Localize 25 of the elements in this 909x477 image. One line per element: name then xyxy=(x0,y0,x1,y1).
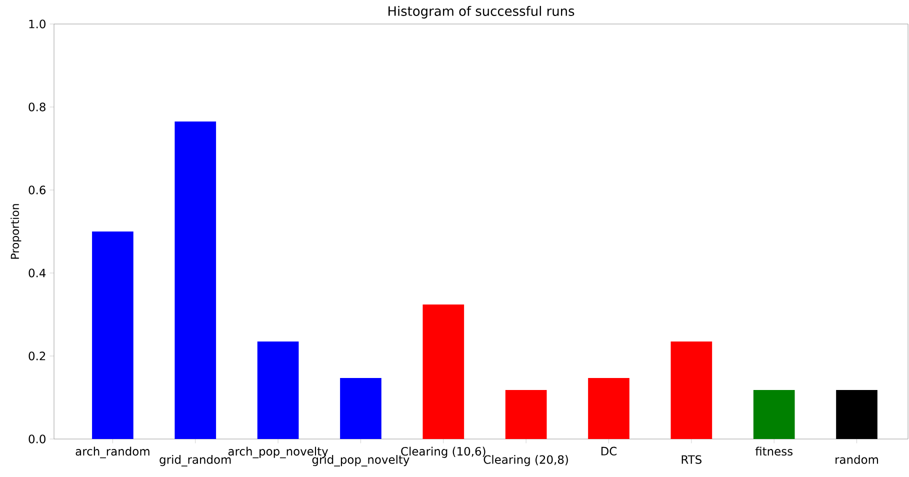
bar xyxy=(174,122,216,439)
y-tick-label: 1.0 xyxy=(29,20,46,28)
x-tick-label: RTS xyxy=(682,455,702,464)
x-tick-label: arch_random xyxy=(76,446,150,458)
x-tick-label: grid_random xyxy=(160,455,231,466)
bar xyxy=(422,304,464,439)
y-axis-title: Proportion xyxy=(10,204,22,259)
y-tick-label: 0.6 xyxy=(28,186,46,194)
bar xyxy=(92,231,134,439)
x-tick-label: DC xyxy=(601,446,617,456)
chart-title: Histogram of successful runs xyxy=(388,6,574,18)
x-tick-label: fitness xyxy=(755,446,792,456)
y-tick-label: 0.2 xyxy=(28,352,46,360)
y-tick-label: 0.8 xyxy=(28,102,46,112)
bar xyxy=(505,390,547,439)
bar xyxy=(753,390,795,439)
y-tick-label: 0.0 xyxy=(28,434,46,444)
bar xyxy=(836,390,878,439)
bar xyxy=(670,341,712,439)
x-tick-label: Clearing (20,8) xyxy=(484,455,568,466)
bar xyxy=(257,341,299,439)
x-tick-label: random xyxy=(836,455,878,464)
bar xyxy=(340,378,382,439)
y-tick-label: 0.4 xyxy=(28,268,46,278)
bar xyxy=(588,378,630,439)
